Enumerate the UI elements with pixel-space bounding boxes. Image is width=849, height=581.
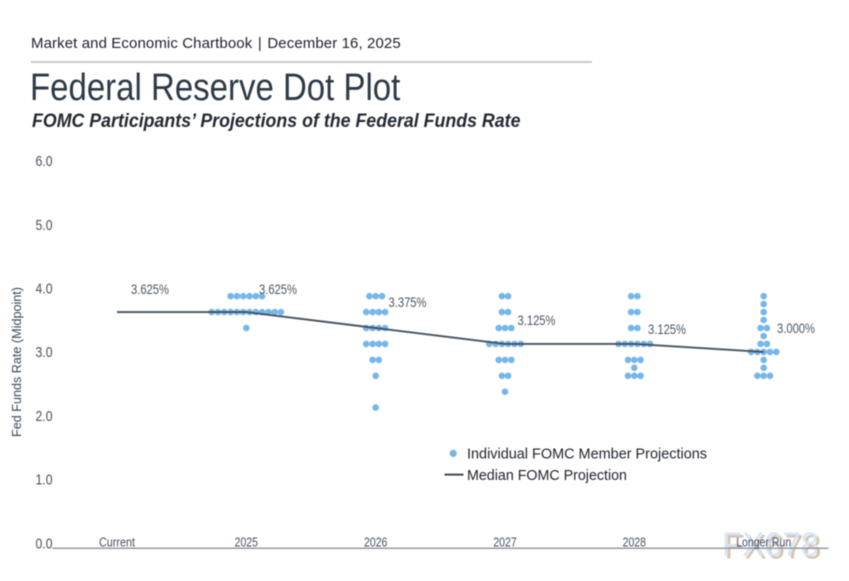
svg-text:3.625%: 3.625% <box>259 281 297 297</box>
svg-text:3.000%: 3.000% <box>777 320 815 336</box>
svg-text:3.125%: 3.125% <box>518 312 556 328</box>
svg-text:3.125%: 3.125% <box>648 321 686 337</box>
svg-text:2027: 2027 <box>493 536 516 550</box>
svg-text:3.0: 3.0 <box>36 344 53 361</box>
svg-text:5.0: 5.0 <box>36 217 53 234</box>
svg-text:Fed Funds Rate (Midpoint): Fed Funds Rate (Midpoint) <box>9 287 24 437</box>
svg-text:Current: Current <box>99 536 135 550</box>
svg-text:2026: 2026 <box>364 536 387 550</box>
svg-text:3.375%: 3.375% <box>389 294 427 310</box>
svg-text:4.0: 4.0 <box>36 281 53 298</box>
svg-text:Longer Run: Longer Run <box>736 536 791 550</box>
svg-text:FX678: FX678 <box>722 526 819 564</box>
svg-text:6.0: 6.0 <box>36 153 53 170</box>
svg-text:1.0: 1.0 <box>36 472 53 489</box>
svg-text:Individual FOMC Member Project: Individual FOMC Member Projections <box>467 446 707 463</box>
svg-text:2025: 2025 <box>235 536 258 550</box>
svg-text:2028: 2028 <box>623 536 646 550</box>
svg-text:2.0: 2.0 <box>36 408 53 425</box>
svg-text:Median FOMC Projection: Median FOMC Projection <box>467 467 627 484</box>
svg-text:0.0: 0.0 <box>36 535 53 552</box>
svg-text:3.625%: 3.625% <box>131 281 169 297</box>
